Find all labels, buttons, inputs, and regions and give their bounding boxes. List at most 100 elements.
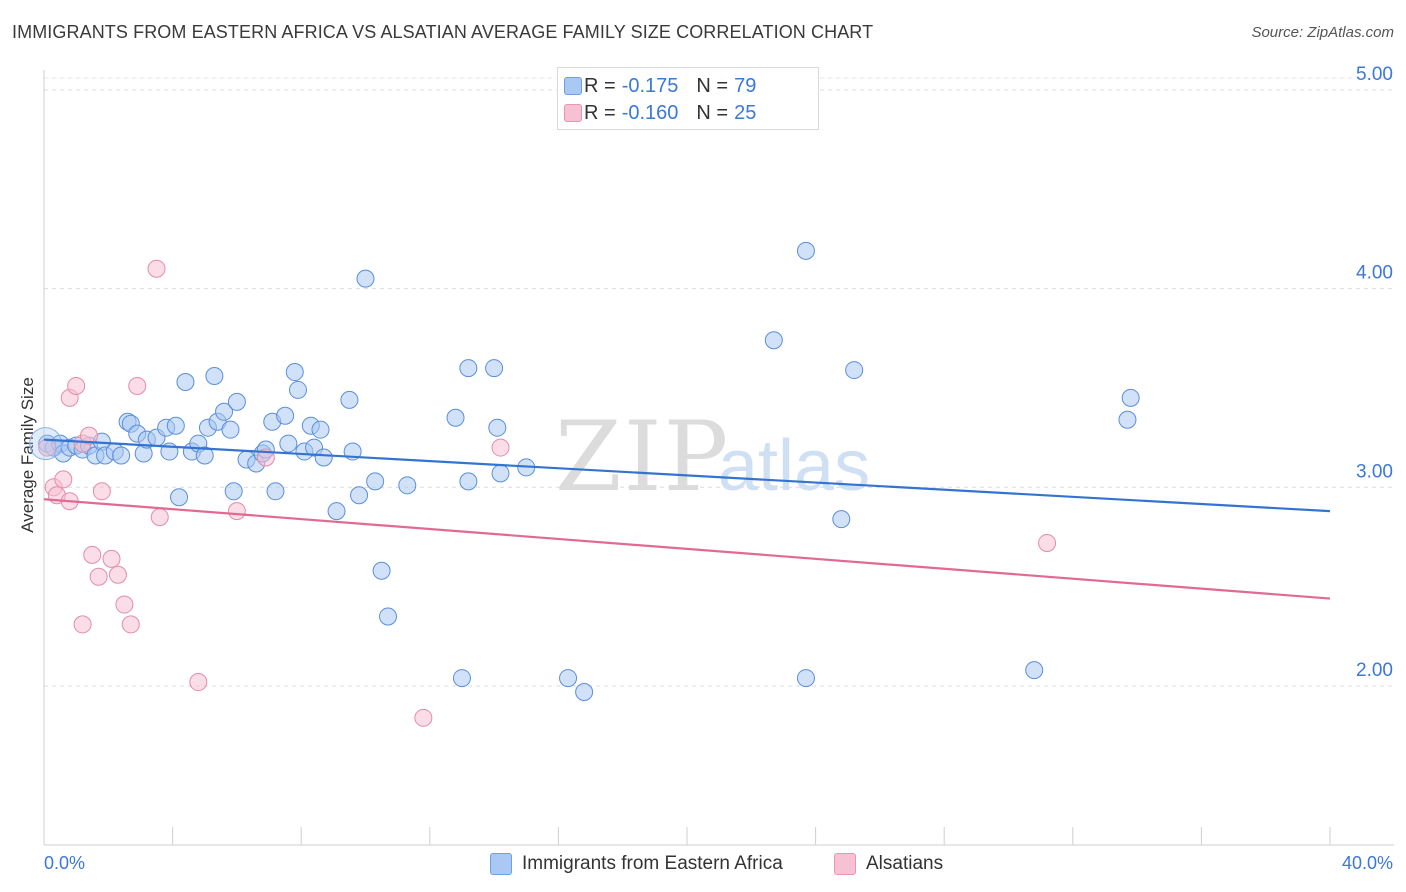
point-alsatians	[227, 502, 246, 521]
point-eastern-africa	[796, 669, 815, 688]
point-cluster	[29, 427, 63, 461]
trend-line-alsatians	[43, 498, 1331, 600]
chart-title: IMMIGRANTS FROM EASTERN AFRICA VS ALSATI…	[12, 22, 874, 42]
point-eastern-africa	[224, 482, 243, 501]
legend-label-eastern-africa: Immigrants from Eastern Africa	[522, 853, 783, 874]
point-eastern-africa	[459, 359, 478, 378]
point-eastern-africa	[205, 367, 224, 386]
point-alsatians	[54, 470, 73, 489]
legend-swatch-alsatians	[834, 853, 856, 875]
axes	[43, 70, 1394, 846]
point-eastern-africa	[170, 488, 189, 507]
point-eastern-africa	[327, 502, 346, 521]
point-eastern-africa	[446, 408, 465, 427]
point-alsatians	[150, 508, 169, 527]
r-label: R =	[584, 74, 616, 97]
point-eastern-africa	[266, 482, 285, 501]
point-eastern-africa	[285, 363, 304, 382]
stats-legend: R = -0.175 N = 79 R = -0.160 N = 25	[557, 67, 819, 130]
point-eastern-africa	[1121, 388, 1140, 407]
n-label: N =	[696, 101, 729, 124]
point-eastern-africa	[356, 269, 375, 288]
point-eastern-africa	[366, 472, 385, 491]
point-eastern-africa	[215, 402, 234, 421]
watermark-atlas: atlas	[718, 426, 870, 506]
n-value: 25	[734, 101, 757, 124]
point-alsatians	[80, 426, 99, 445]
point-alsatians	[491, 438, 510, 457]
point-eastern-africa	[559, 669, 578, 688]
point-eastern-africa	[764, 331, 783, 350]
point-eastern-africa	[1025, 661, 1044, 680]
watermark-zip: ZIP	[555, 401, 730, 513]
point-eastern-africa	[485, 359, 504, 378]
point-alsatians	[73, 615, 92, 634]
swatch-eastern-africa	[564, 77, 582, 95]
point-alsatians	[189, 673, 208, 692]
point-eastern-africa	[845, 361, 864, 380]
point-eastern-africa	[311, 420, 330, 439]
r-label: R =	[584, 101, 616, 124]
point-alsatians	[128, 376, 147, 395]
point-eastern-africa	[221, 420, 240, 439]
point-eastern-africa	[340, 390, 359, 409]
tick-labels: 2.00 3.00 4.00 5.00 0.0% 40.0%	[44, 64, 1393, 873]
point-eastern-africa	[452, 669, 471, 688]
swatch-alsatians	[564, 104, 582, 122]
point-eastern-africa	[796, 241, 815, 260]
point-alsatians	[92, 482, 111, 501]
x-tick-label-left: 0.0%	[44, 853, 85, 873]
legend-item-alsatians[interactable]: Alsatians	[834, 852, 943, 876]
point-eastern-africa	[379, 607, 398, 626]
point-eastern-africa	[195, 446, 214, 465]
point-eastern-africa	[279, 434, 298, 453]
point-eastern-africa	[166, 416, 185, 435]
point-eastern-africa	[288, 380, 307, 399]
point-alsatians	[147, 259, 166, 278]
x-tick-label-right: 40.0%	[1342, 853, 1393, 873]
point-alsatians	[89, 567, 108, 586]
legend-label-alsatians: Alsatians	[866, 853, 944, 874]
trend-lines	[43, 438, 1331, 600]
stats-row-alsatians: R = -0.160 N = 25	[564, 101, 757, 125]
point-alsatians	[1038, 533, 1057, 552]
point-eastern-africa	[372, 561, 391, 580]
point-eastern-africa	[459, 472, 478, 491]
legend-swatch-eastern-africa	[490, 853, 512, 875]
n-value: 79	[734, 74, 757, 97]
point-alsatians	[121, 615, 140, 634]
data-points	[29, 241, 1140, 727]
point-alsatians	[115, 595, 134, 614]
y-tick-label: 5.00	[1356, 64, 1393, 85]
point-eastern-africa	[575, 682, 594, 701]
point-eastern-africa	[488, 418, 507, 437]
point-eastern-africa	[276, 406, 295, 425]
point-eastern-africa	[227, 392, 246, 411]
point-eastern-africa	[398, 476, 417, 495]
point-eastern-africa	[314, 448, 333, 467]
point-alsatians	[67, 376, 86, 395]
source-label: Source: ZipAtlas.com	[1251, 24, 1394, 41]
trend-line-eastern-africa	[43, 438, 1331, 513]
point-alsatians	[83, 545, 102, 564]
point-eastern-africa	[176, 372, 195, 391]
point-eastern-africa	[1118, 410, 1137, 429]
point-alsatians	[108, 565, 127, 584]
y-tick-label: 3.00	[1356, 461, 1393, 482]
y-tick-label: 2.00	[1356, 660, 1393, 681]
grid-lines	[44, 77, 1394, 687]
n-label: N =	[696, 74, 729, 97]
point-eastern-africa	[832, 510, 851, 529]
legend-item-eastern-africa[interactable]: Immigrants from Eastern Africa	[490, 852, 783, 876]
point-eastern-africa	[491, 464, 510, 483]
r-value: -0.160	[621, 101, 679, 124]
stats-row-eastern-africa: R = -0.175 N = 79	[564, 74, 757, 98]
point-alsatians	[414, 708, 433, 727]
point-eastern-africa	[350, 486, 369, 505]
r-value: -0.175	[621, 74, 679, 97]
point-eastern-africa	[112, 446, 131, 465]
point-alsatians	[102, 549, 121, 568]
y-tick-label: 4.00	[1356, 263, 1393, 284]
